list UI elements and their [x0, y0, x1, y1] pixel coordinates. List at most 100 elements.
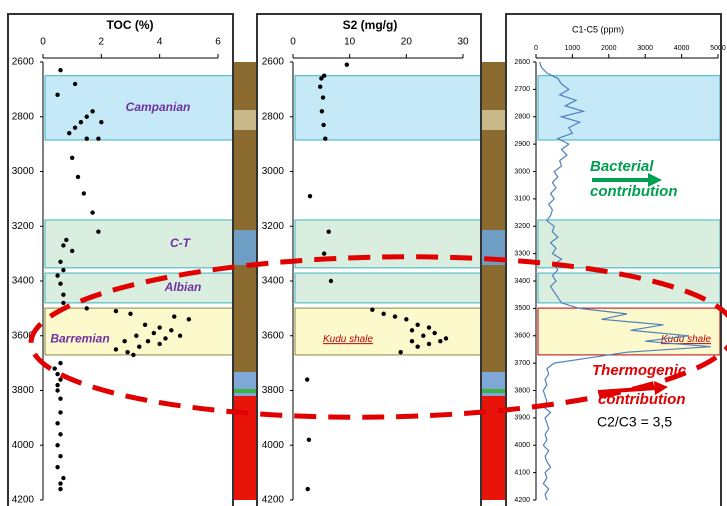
y-tick-label: 4000	[262, 440, 285, 451]
x-tick-label: 5000	[710, 45, 726, 52]
data-point	[122, 339, 127, 344]
y-tick-label: 3600	[514, 333, 530, 340]
data-point	[157, 341, 162, 347]
data-point	[409, 339, 415, 344]
data-point	[321, 73, 327, 78]
data-point	[90, 210, 95, 215]
data-point	[113, 347, 119, 352]
y-tick-label: 3800	[12, 385, 35, 396]
data-point	[55, 388, 60, 393]
lithology-column	[481, 62, 506, 500]
depth-band	[537, 75, 721, 141]
data-point	[304, 377, 310, 382]
y-tick-label: 2800	[12, 111, 35, 122]
y-tick-label: 3600	[262, 330, 285, 341]
data-point	[61, 243, 66, 248]
axis-title: S2 (mg/g)	[343, 18, 398, 32]
y-tick-label: 3600	[12, 330, 35, 341]
y-tick-label: 4100	[514, 469, 530, 476]
data-point	[84, 306, 89, 311]
band-label: Kudu shale	[323, 334, 373, 345]
depth-band	[537, 307, 721, 356]
data-point	[61, 267, 66, 273]
x-tick-label: 4	[157, 37, 163, 48]
data-point	[344, 62, 350, 67]
y-tick-label: 3800	[514, 387, 530, 394]
data-point	[370, 307, 375, 312]
y-tick-label: 3000	[514, 168, 530, 175]
data-point	[125, 349, 130, 355]
x-tick-label: 0	[40, 37, 46, 48]
data-point	[58, 454, 63, 459]
data-point	[415, 322, 420, 327]
x-tick-label: 30	[457, 37, 469, 48]
annotation: Bacterial	[590, 158, 654, 175]
x-tick-label: 10	[344, 37, 356, 48]
y-tick-label: 2900	[514, 141, 530, 148]
data-point	[381, 311, 386, 317]
data-point	[55, 382, 60, 388]
data-point	[186, 317, 192, 322]
y-tick-label: 3500	[514, 305, 530, 312]
y-tick-label: 3000	[262, 166, 285, 177]
data-point	[163, 336, 168, 341]
bands	[44, 75, 721, 356]
y-tick-label: 4000	[12, 440, 35, 451]
data-point	[67, 130, 72, 136]
depth-band	[44, 219, 234, 269]
lithology-column	[233, 62, 257, 500]
panel-frame	[505, 13, 722, 506]
y-tick-label: 2600	[12, 57, 35, 68]
data-point	[142, 322, 148, 327]
y-tick-label: 3400	[514, 278, 530, 285]
data-point	[96, 229, 101, 234]
data-point	[58, 410, 63, 415]
y-tick-label: 3200	[262, 221, 285, 232]
data-point	[415, 344, 420, 349]
data-point	[137, 344, 142, 349]
data-point	[443, 336, 449, 341]
panel-frame	[7, 13, 234, 506]
data-point	[55, 464, 60, 470]
data-point	[177, 333, 183, 338]
data-point	[438, 339, 443, 344]
y-tick-label: 3200	[12, 221, 35, 232]
data-point	[58, 377, 63, 382]
data-point	[55, 421, 60, 426]
x-tick-label: 2000	[601, 45, 617, 52]
data-point	[58, 432, 63, 437]
data-point	[55, 273, 60, 278]
data-point	[58, 486, 63, 492]
data-point	[58, 360, 63, 366]
data-point	[305, 486, 310, 492]
data-point	[58, 481, 63, 486]
data-point	[58, 281, 63, 286]
data-point	[69, 248, 75, 254]
data-point	[90, 109, 95, 114]
data-point	[78, 120, 84, 125]
data-point	[306, 437, 312, 442]
band-label: Barremian	[50, 332, 109, 346]
data-point	[151, 330, 157, 336]
data-point	[319, 109, 325, 114]
y-tick-label: 3400	[262, 276, 285, 287]
annotation: Thermogenic	[592, 362, 687, 379]
data-point	[61, 292, 66, 297]
band-label: Kudu shale	[661, 334, 711, 345]
data-point	[328, 278, 334, 284]
depth-band	[294, 75, 482, 141]
x-tick-label: 1000	[565, 45, 581, 52]
data-point	[113, 308, 119, 314]
y-tick-label: 4200	[514, 497, 530, 504]
y-tick-label: 4200	[12, 495, 35, 506]
y-tick-label: 2800	[262, 111, 285, 122]
y-tick-label: 2600	[262, 57, 285, 68]
data-point	[55, 92, 60, 98]
data-point	[131, 352, 136, 358]
data-point	[145, 339, 151, 344]
data-point	[426, 325, 432, 330]
data-point	[84, 114, 89, 119]
data-point	[169, 328, 174, 333]
data-point	[61, 475, 66, 481]
band-label: C-T	[170, 236, 192, 250]
